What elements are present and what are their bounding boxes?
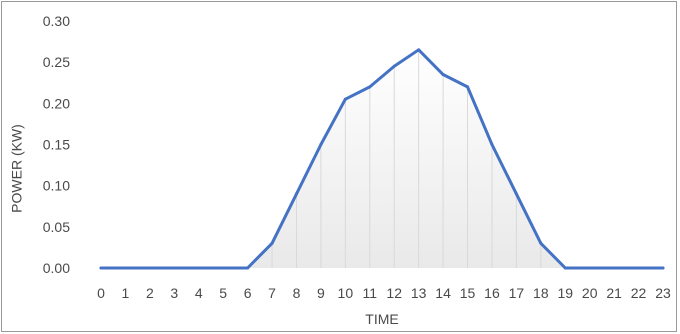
data-point	[270, 241, 274, 245]
x-tick-label: 5	[219, 285, 227, 301]
x-axis-tick-labels: 0 1 2 3 4 5 6 7 8 9 10 11 12 13 14 15 16 17 18 19 20 21 22 23	[97, 285, 671, 301]
data-point	[588, 266, 592, 270]
data-point	[417, 48, 421, 52]
data-point	[246, 266, 250, 270]
data-point	[392, 64, 396, 68]
y-tick-label: 0.30	[43, 13, 70, 29]
x-axis-title: TIME	[365, 311, 398, 327]
x-tick-label: 1	[122, 285, 130, 301]
x-tick-label: 6	[244, 285, 252, 301]
x-tick-label: 8	[293, 285, 301, 301]
y-tick-label: 0.15	[43, 137, 70, 153]
x-tick-label: 4	[195, 285, 203, 301]
x-tick-label: 23	[655, 285, 671, 301]
data-point	[123, 266, 127, 270]
x-tick-label: 10	[338, 285, 354, 301]
data-point	[368, 85, 372, 89]
data-point	[148, 266, 152, 270]
x-tick-label: 14	[435, 285, 451, 301]
y-axis-title: POWER (KW)	[9, 124, 25, 213]
x-tick-label: 18	[533, 285, 549, 301]
x-tick-label: 9	[317, 285, 325, 301]
data-point	[661, 266, 665, 270]
data-point	[466, 85, 470, 89]
data-point	[612, 266, 616, 270]
x-tick-label: 11	[363, 285, 378, 301]
data-point	[319, 143, 323, 146]
data-point	[343, 97, 347, 101]
data-point	[490, 143, 494, 146]
x-tick-label: 15	[460, 285, 476, 301]
x-tick-label: 7	[268, 285, 276, 301]
x-tick-label: 0	[97, 285, 105, 301]
x-tick-label: 19	[557, 285, 573, 301]
x-tick-label: 2	[146, 285, 154, 301]
data-point	[294, 192, 298, 196]
data-point	[637, 266, 641, 270]
series-line	[99, 48, 665, 270]
data-point	[221, 266, 225, 270]
x-tick-label: 21	[606, 285, 622, 301]
series-area-fill	[101, 49, 663, 268]
data-point	[99, 266, 103, 270]
x-tick-label: 13	[411, 285, 427, 301]
x-tick-label: 22	[631, 285, 647, 301]
y-tick-label: 0.25	[43, 54, 70, 70]
data-point	[539, 241, 543, 245]
y-tick-label: 0.10	[43, 178, 70, 194]
x-tick-label: 17	[509, 285, 525, 301]
data-point	[441, 73, 445, 77]
area-layer	[101, 49, 663, 268]
drop-lines	[271, 49, 542, 268]
x-tick-label: 20	[582, 285, 598, 301]
series-layer	[99, 48, 665, 270]
y-tick-label: 0.00	[43, 260, 70, 276]
x-tick-label: 3	[170, 285, 178, 301]
y-tick-label: 0.20	[43, 95, 70, 111]
data-point	[563, 266, 567, 270]
x-tick-label: 12	[386, 285, 402, 301]
data-point	[197, 266, 201, 270]
y-tick-label: 0.05	[43, 219, 70, 235]
x-tick-label: 16	[484, 285, 500, 301]
data-point	[172, 266, 176, 270]
data-point	[514, 192, 518, 196]
y-axis-tick-labels: 0.00 0.05 0.10 0.15 0.20 0.25 0.30	[43, 13, 70, 276]
